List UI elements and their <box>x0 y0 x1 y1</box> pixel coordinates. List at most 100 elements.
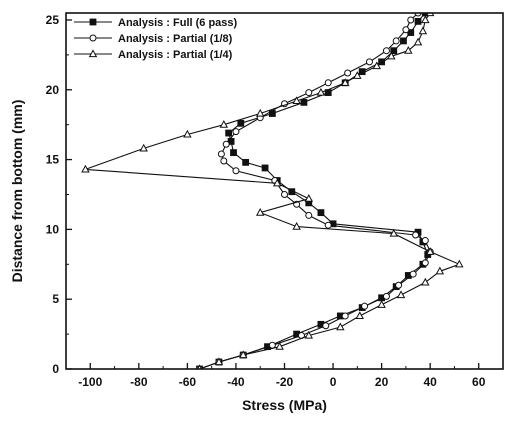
y-tick-label: 0 <box>52 362 59 376</box>
data-point <box>365 58 373 66</box>
data-point <box>139 143 148 152</box>
legend-entry: Analysis : Partial (1/8) <box>118 33 233 45</box>
data-point <box>281 190 288 198</box>
x-tick-label: -60 <box>179 375 197 389</box>
data-point <box>220 157 228 165</box>
data-point <box>421 259 429 267</box>
data-point <box>322 322 330 330</box>
x-tick-label: -40 <box>227 375 245 389</box>
data-point <box>372 61 381 70</box>
series-2 <box>196 13 434 369</box>
data-point <box>336 322 345 331</box>
series-line <box>199 13 431 369</box>
legend-marker <box>89 34 97 42</box>
x-tick-label: -20 <box>276 375 294 389</box>
data-point <box>316 87 326 96</box>
data-point <box>409 270 417 278</box>
data-point <box>387 51 396 60</box>
data-point <box>324 221 332 229</box>
data-point <box>341 312 349 320</box>
data-point <box>412 231 420 239</box>
legend-entry: Analysis : Full (6 pass) <box>118 17 238 29</box>
data-point <box>340 78 350 86</box>
data-point <box>396 290 406 299</box>
legend: Analysis : Full (6 pass) Analysis : Parti… <box>74 17 238 61</box>
data-point <box>300 98 308 106</box>
data-point <box>304 330 314 339</box>
data-point <box>317 209 325 217</box>
series-line <box>85 13 461 369</box>
y-tick-label: 25 <box>46 13 60 27</box>
data-point <box>324 79 332 87</box>
data-point <box>389 228 398 237</box>
data-point <box>238 350 248 359</box>
data-point <box>404 46 413 54</box>
y-tick-label: 10 <box>46 222 60 236</box>
data-point <box>232 128 240 136</box>
data-point <box>304 194 314 202</box>
series-3 <box>81 13 464 369</box>
series-layer <box>81 13 464 369</box>
data-point <box>421 237 429 245</box>
data-point <box>237 119 245 127</box>
data-point <box>230 149 237 157</box>
series-1 <box>196 13 432 369</box>
data-point <box>378 58 386 66</box>
data-point <box>400 37 407 45</box>
legend-marker <box>88 49 98 58</box>
x-axis-label: Stress (MPa) <box>242 397 327 413</box>
data-point <box>392 37 400 45</box>
data-point <box>418 26 428 35</box>
data-point <box>275 342 284 350</box>
x-tick-label: 60 <box>472 375 486 389</box>
data-point <box>377 300 386 308</box>
data-point <box>382 292 390 300</box>
data-point <box>414 17 422 25</box>
data-point <box>344 69 352 77</box>
data-point <box>425 247 435 255</box>
data-point <box>390 47 398 55</box>
data-point <box>402 26 410 34</box>
data-point <box>232 167 240 175</box>
data-point <box>292 96 301 105</box>
data-point <box>225 129 233 137</box>
data-point <box>214 357 224 366</box>
data-point <box>407 16 415 24</box>
series-line <box>199 13 429 369</box>
y-tick-label: 15 <box>46 153 60 167</box>
legend-entry: Analysis : Partial (1/4) <box>118 49 233 61</box>
data-point <box>435 266 445 275</box>
data-point <box>183 129 192 138</box>
data-point <box>292 221 301 230</box>
y-axis-label: Distance from bottom (mm) <box>9 100 25 283</box>
data-point <box>222 140 230 148</box>
x-tick-label: -100 <box>78 375 102 389</box>
data-point <box>382 47 390 55</box>
data-point <box>421 15 430 24</box>
axis-ticks <box>65 19 504 370</box>
x-tick-label: 0 <box>330 375 337 389</box>
data-point <box>353 71 362 79</box>
data-point <box>242 158 250 166</box>
y-tick-label: 20 <box>46 83 60 97</box>
data-point <box>361 302 369 310</box>
data-point <box>421 277 430 286</box>
data-point <box>255 207 265 216</box>
x-tick-label: -80 <box>130 375 148 389</box>
x-tick-label: 40 <box>423 375 437 389</box>
data-point <box>261 164 269 172</box>
y-tick-label: 5 <box>52 292 59 306</box>
data-point <box>305 89 313 97</box>
x-tick-label: 20 <box>375 375 389 389</box>
legend-marker <box>89 18 97 26</box>
data-point <box>217 150 225 158</box>
data-point <box>219 120 229 128</box>
data-point <box>355 311 365 320</box>
data-point <box>255 108 265 117</box>
data-point <box>81 164 90 173</box>
data-point <box>413 37 423 46</box>
data-point <box>272 178 282 187</box>
data-point <box>455 259 464 268</box>
data-point <box>395 281 403 289</box>
